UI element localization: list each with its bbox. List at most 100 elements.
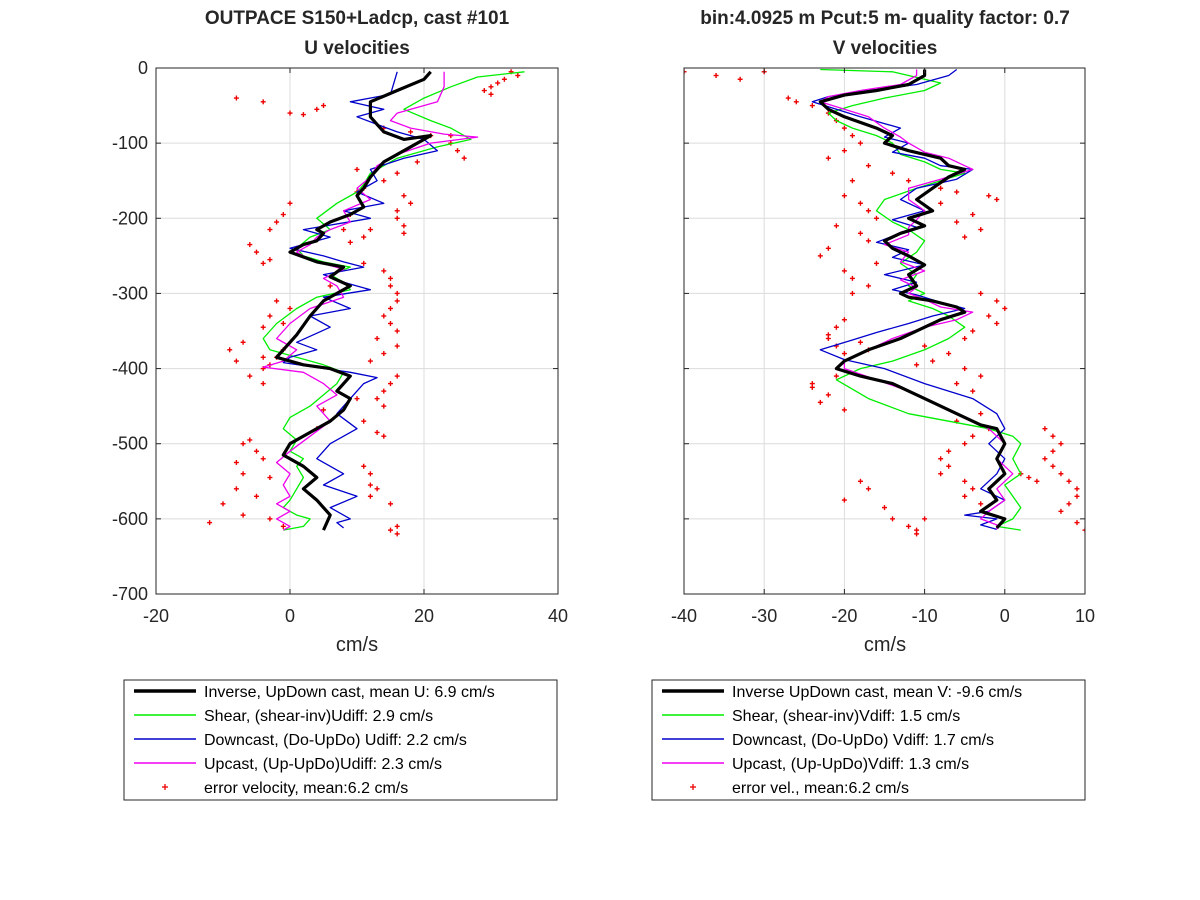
- u-error-point: [247, 437, 253, 443]
- u-error-point: [254, 249, 259, 255]
- u-error-point: [233, 358, 239, 364]
- v-error-point: [986, 313, 992, 319]
- u-error-point: [287, 200, 293, 206]
- v-panel-subtitle: V velocities: [833, 38, 938, 59]
- v-error-point: [841, 148, 847, 154]
- u-error-point: [488, 84, 494, 90]
- u-error-point: [374, 396, 380, 402]
- u-legend-box: [123, 679, 558, 801]
- v-error-point: [1082, 527, 1085, 533]
- u-grid: [156, 68, 558, 594]
- v-error-point: [994, 298, 1000, 304]
- u-error-point: [481, 88, 487, 94]
- v-error-point: [978, 290, 984, 296]
- v-error-point: [1042, 426, 1048, 432]
- u-error-point: [361, 418, 367, 424]
- u-error-point: [240, 441, 246, 447]
- v-series-inverse-line: [818, 69, 1007, 529]
- v-error-point: [1050, 433, 1056, 439]
- u-error-point: [233, 460, 239, 465]
- v-error-point: [1074, 493, 1080, 499]
- u-error-point: [327, 283, 333, 289]
- u-error-point: [240, 339, 246, 345]
- u-error-point: [448, 133, 454, 139]
- v-error-point: [946, 351, 952, 357]
- v-xtick-label: -40: [671, 606, 697, 626]
- v-error-point: [841, 351, 847, 357]
- u-xtick-label: 40: [548, 606, 568, 626]
- v-panel-title: bin:4.0925 m Pcut:5 m- quality factor: 0…: [700, 8, 1070, 29]
- u-error-point: [388, 501, 393, 507]
- v-xtick-label: 0: [1000, 606, 1010, 626]
- u-legend-label-inverse: Inverse, UpDown cast, mean U: 6.9 cm/s: [204, 684, 495, 701]
- v-error-point: [970, 212, 976, 218]
- v-error-point: [817, 253, 823, 259]
- v-error-point: [849, 133, 855, 139]
- v-error-point: [841, 407, 847, 413]
- v-error-point: [938, 200, 944, 206]
- v-xtick-label: -20: [831, 606, 857, 626]
- u-error-point: [455, 148, 460, 154]
- v-legend-label-error: error vel., mean:6.2 cm/s: [732, 780, 909, 797]
- v-error-point: [938, 471, 944, 477]
- u-error-point: [361, 260, 367, 266]
- v-error-point: [994, 197, 1000, 202]
- v-error-point: [946, 463, 952, 469]
- v-error-point: [922, 343, 928, 349]
- u-error-point: [394, 215, 400, 221]
- u-error-point: [267, 257, 273, 263]
- u-error-point: [394, 373, 400, 379]
- u-error-point: [515, 73, 521, 79]
- v-error-point: [914, 531, 920, 537]
- v-error-point: [962, 336, 968, 342]
- v-error-point: [857, 478, 863, 484]
- v-error-point: [857, 230, 863, 236]
- u-ytick-label: -200: [112, 208, 148, 228]
- v-error-point: [841, 497, 847, 503]
- u-error-point: [394, 298, 400, 304]
- u-error-point: [367, 471, 373, 477]
- v-error-point: [1002, 305, 1008, 311]
- v-error-point: [1058, 508, 1064, 514]
- u-panel-subtitle: U velocities: [304, 38, 410, 59]
- u-error-point: [247, 373, 253, 379]
- u-data-layer: [207, 69, 525, 537]
- v-error-point: [849, 178, 855, 184]
- u-plot-area: [207, 69, 525, 537]
- u-error-point: [367, 358, 373, 364]
- u-error-point: [501, 76, 507, 82]
- u-error-point: [321, 407, 326, 413]
- v-error-point: [970, 388, 976, 394]
- u-error-point: [267, 313, 273, 319]
- u-error-point: [381, 351, 387, 357]
- u-error-point: [260, 354, 266, 360]
- v-error-point: [809, 381, 815, 387]
- u-ytick-label: -100: [112, 133, 148, 153]
- v-error-point: [841, 125, 847, 131]
- u-error-point: [341, 227, 347, 233]
- u-error-point: [220, 501, 226, 507]
- u-error-point: [267, 516, 273, 522]
- v-error-point: [1074, 486, 1080, 492]
- u-error-point: [287, 305, 293, 311]
- v-error-point: [785, 95, 791, 101]
- v-error-point: [849, 275, 855, 281]
- v-error-point: [938, 185, 944, 191]
- u-error-point: [267, 227, 273, 233]
- v-error-point: [978, 373, 984, 379]
- v-error-point: [1042, 456, 1048, 462]
- u-error-point: [233, 486, 239, 492]
- u-error-point: [394, 523, 400, 529]
- v-error-point: [1074, 520, 1080, 526]
- u-error-point: [388, 320, 393, 326]
- u-error-point: [280, 320, 286, 326]
- u-error-point: [347, 239, 353, 245]
- v-legend-label-downcast: Downcast, (Do-UpDo) Vdiff: 1.7 cm/s: [732, 732, 994, 749]
- v-legend-label-shear: Shear, (shear-inv)Vdiff: 1.5 cm/s: [732, 708, 960, 725]
- v-error-point: [841, 317, 847, 323]
- u-error-point: [488, 91, 494, 97]
- u-error-point: [260, 260, 266, 266]
- u-error-point: [381, 433, 387, 439]
- v-xlabel: cm/s: [864, 634, 906, 656]
- v-error-point: [1050, 463, 1056, 469]
